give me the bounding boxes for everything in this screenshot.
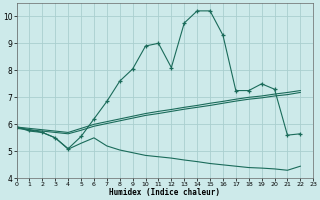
X-axis label: Humidex (Indice chaleur): Humidex (Indice chaleur) xyxy=(109,188,220,197)
